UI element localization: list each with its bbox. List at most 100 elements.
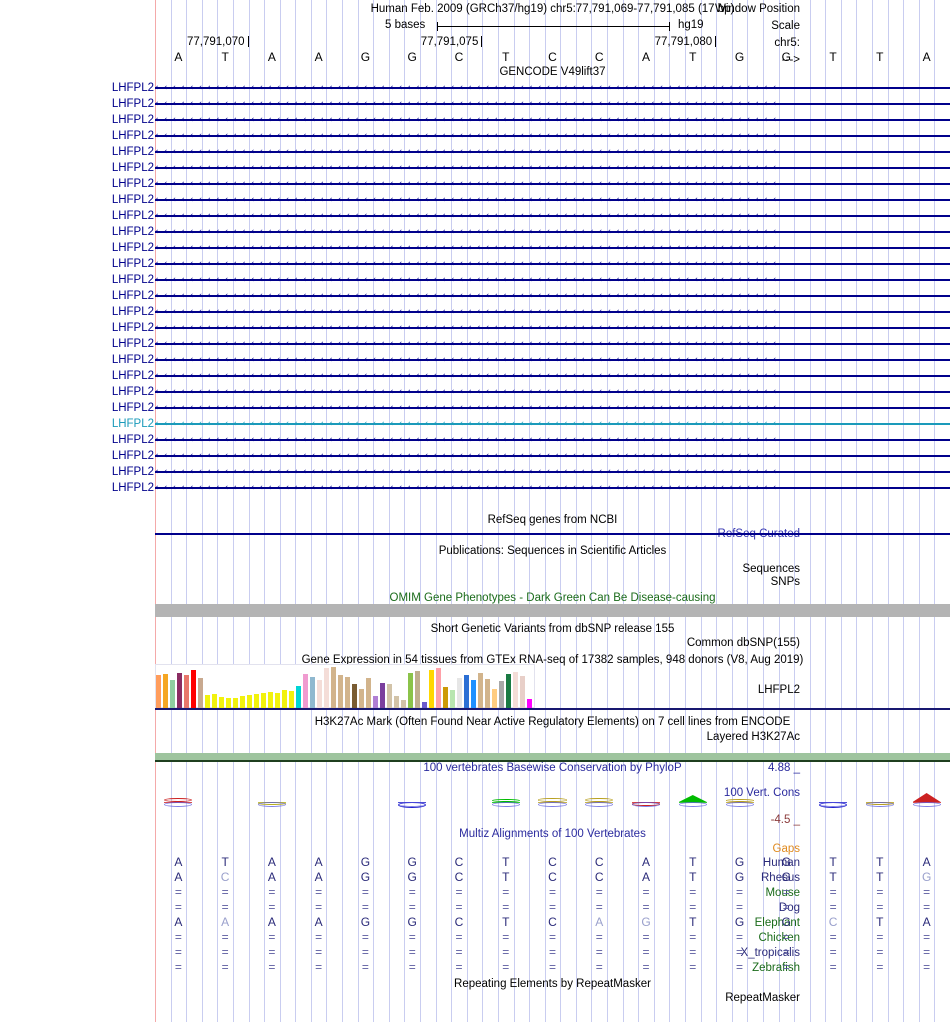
gencode-transcript-row[interactable]: ‹‹‹‹‹‹‹‹‹‹‹‹‹‹‹‹‹‹‹‹‹‹‹‹‹‹‹‹‹‹‹‹‹‹‹‹‹‹‹‹… xyxy=(112,352,950,368)
gtex-tissue-bar[interactable] xyxy=(470,680,477,708)
gaps-label[interactable]: Gaps xyxy=(772,843,801,855)
gtex-tissue-bar[interactable] xyxy=(456,678,463,708)
gtex-tissue-bar[interactable] xyxy=(218,697,225,708)
gtex-tissue-bar[interactable] xyxy=(386,684,393,708)
gencode-transcript-row[interactable]: ‹‹‹‹‹‹‹‹‹‹‹‹‹‹‹‹‹‹‹‹‹‹‹‹‹‹‹‹‹‹‹‹‹‹‹‹‹‹‹‹… xyxy=(112,288,950,304)
multiz-species-label[interactable]: Elephant xyxy=(754,917,800,929)
multiz-species-label[interactable]: Rhesus xyxy=(761,872,800,884)
gtex-tissue-bar[interactable] xyxy=(295,686,302,708)
gtex-tissue-bar[interactable] xyxy=(351,684,358,708)
gencode-gene-label[interactable]: LHFPL2 xyxy=(111,322,154,334)
gencode-gene-label[interactable]: LHFPL2 xyxy=(111,194,154,206)
gtex-tissue-bar[interactable] xyxy=(197,678,204,708)
gencode-transcript-row[interactable]: ‹‹‹‹‹‹‹‹‹‹‹‹‹‹‹‹‹‹‹‹‹‹‹‹‹‹‹‹‹‹‹‹‹‹‹‹‹‹‹‹… xyxy=(112,480,950,496)
gtex-tissue-bar[interactable] xyxy=(225,698,232,708)
gencode-gene-label[interactable]: LHFPL2 xyxy=(111,370,154,382)
gtex-tissue-bar[interactable] xyxy=(316,680,323,708)
phylop-score-glyph[interactable] xyxy=(912,793,941,802)
gtex-tissue-bar[interactable] xyxy=(232,698,239,708)
gencode-gene-label[interactable]: LHFPL2 xyxy=(111,274,154,286)
multiz-species-label[interactable]: Human xyxy=(762,857,800,869)
gtex-tissue-bar[interactable] xyxy=(491,689,498,708)
gencode-transcript-row[interactable]: ‹‹‹‹‹‹‹‹‹‹‹‹‹‹‹‹‹‹‹‹‹‹‹‹‹‹‹‹‹‹‹‹‹‹‹‹‹‹‹‹… xyxy=(112,448,950,464)
gtex-tissue-bar[interactable] xyxy=(274,693,281,708)
gtex-tissue-bar[interactable] xyxy=(344,677,351,708)
gencode-gene-label[interactable]: LHFPL2 xyxy=(111,210,154,222)
gencode-gene-label[interactable]: LHFPL2 xyxy=(111,226,154,238)
gencode-gene-label[interactable]: LHFPL2 xyxy=(111,162,154,174)
gtex-tissue-bar[interactable] xyxy=(428,670,435,708)
gencode-transcript-row[interactable]: ‹‹‹‹‹‹‹‹‹‹‹‹‹‹‹‹‹‹‹‹‹‹‹‹‹‹‹‹‹‹‹‹‹‹‹‹‹‹‹‹… xyxy=(112,128,950,144)
snps-label[interactable]: SNPs xyxy=(770,576,800,588)
multiz-species-label[interactable]: Mouse xyxy=(765,887,800,899)
gtex-tissue-bar[interactable] xyxy=(505,674,512,708)
gtex-tissue-bar[interactable] xyxy=(260,693,267,708)
h3k27ac-signal-band[interactable] xyxy=(155,753,950,760)
gencode-transcript-row[interactable]: ‹‹‹‹‹‹‹‹‹‹‹‹‹‹‹‹‹‹‹‹‹‹‹‹‹‹‹‹‹‹‹‹‹‹‹‹‹‹‹‹… xyxy=(112,192,950,208)
gencode-transcript-row[interactable]: ‹‹‹‹‹‹‹‹‹‹‹‹‹‹‹‹‹‹‹‹‹‹‹‹‹‹‹‹‹‹‹‹‹‹‹‹‹‹‹‹… xyxy=(112,96,950,112)
multiz-species-label[interactable]: Chicken xyxy=(758,932,800,944)
gtex-tissue-bar[interactable] xyxy=(463,675,470,708)
gtex-tissue-bar[interactable] xyxy=(519,676,526,708)
gtex-tissue-bar[interactable] xyxy=(442,687,449,708)
gencode-transcript-row[interactable]: ‹‹‹‹‹‹‹‹‹‹‹‹‹‹‹‹‹‹‹‹‹‹‹‹‹‹‹‹‹‹‹‹‹‹‹‹‹‹‹‹… xyxy=(112,400,950,416)
gtex-tissue-bar[interactable] xyxy=(190,670,197,708)
gencode-gene-label[interactable]: LHFPL2 xyxy=(111,338,154,350)
gtex-tissue-bar[interactable] xyxy=(477,673,484,708)
gtex-gene-label[interactable]: LHFPL2 xyxy=(757,684,800,696)
gencode-gene-label[interactable]: LHFPL2 xyxy=(111,290,154,302)
gtex-tissue-bar[interactable] xyxy=(246,695,253,708)
gencode-transcript-row[interactable]: ‹‹‹‹‹‹‹‹‹‹‹‹‹‹‹‹‹‹‹‹‹‹‹‹‹‹‹‹‹‹‹‹‹‹‹‹‹‹‹‹… xyxy=(112,320,950,336)
gencode-gene-label[interactable]: LHFPL2 xyxy=(111,258,154,270)
gtex-tissue-bar[interactable] xyxy=(183,675,190,708)
gtex-tissue-bar[interactable] xyxy=(330,667,337,708)
sequences-label[interactable]: Sequences xyxy=(742,563,800,575)
omim-gene-bar[interactable] xyxy=(155,604,950,617)
gtex-tissue-bar[interactable] xyxy=(162,674,169,708)
gtex-expression-barchart[interactable] xyxy=(155,666,950,708)
gtex-tissue-bar[interactable] xyxy=(372,696,379,708)
gtex-tissue-bar[interactable] xyxy=(253,694,260,708)
gtex-tissue-bar[interactable] xyxy=(449,690,456,708)
gtex-tissue-bar[interactable] xyxy=(365,678,372,708)
gtex-tissue-bar[interactable] xyxy=(281,690,288,708)
gencode-transcript-row[interactable]: ‹‹‹‹‹‹‹‹‹‹‹‹‹‹‹‹‹‹‹‹‹‹‹‹‹‹‹‹‹‹‹‹‹‹‹‹‹‹‹‹… xyxy=(112,416,950,432)
gencode-gene-label[interactable]: LHFPL2 xyxy=(111,402,154,414)
phylop-score-glyph[interactable] xyxy=(678,795,707,802)
repeatmasker-label[interactable]: RepeatMasker xyxy=(725,992,800,1004)
gtex-tissue-bar[interactable] xyxy=(393,696,400,708)
phylop-conservation-plot[interactable] xyxy=(155,780,950,824)
gtex-tissue-bar[interactable] xyxy=(267,692,274,708)
multiz-species-label[interactable]: Dog xyxy=(778,902,800,914)
gencode-transcript-row[interactable]: ‹‹‹‹‹‹‹‹‹‹‹‹‹‹‹‹‹‹‹‹‹‹‹‹‹‹‹‹‹‹‹‹‹‹‹‹‹‹‹‹… xyxy=(112,224,950,240)
gtex-tissue-bar[interactable] xyxy=(155,675,162,708)
gencode-transcript-row[interactable]: ‹‹‹‹‹‹‹‹‹‹‹‹‹‹‹‹‹‹‹‹‹‹‹‹‹‹‹‹‹‹‹‹‹‹‹‹‹‹‹‹… xyxy=(112,464,950,480)
gtex-tissue-bar[interactable] xyxy=(484,679,491,708)
gencode-transcript-row[interactable]: ‹‹‹‹‹‹‹‹‹‹‹‹‹‹‹‹‹‹‹‹‹‹‹‹‹‹‹‹‹‹‹‹‹‹‹‹‹‹‹‹… xyxy=(112,208,950,224)
gencode-gene-label[interactable]: LHFPL2 xyxy=(111,386,154,398)
gtex-tissue-bar[interactable] xyxy=(498,681,505,708)
gencode-gene-label[interactable]: LHFPL2 xyxy=(111,306,154,318)
multiz-species-label[interactable]: Zebrafish xyxy=(752,962,800,974)
gencode-gene-label[interactable]: LHFPL2 xyxy=(111,146,154,158)
gtex-tissue-bar[interactable] xyxy=(239,696,246,708)
gtex-tissue-bar[interactable] xyxy=(204,695,211,708)
gtex-tissue-bar[interactable] xyxy=(309,677,316,708)
gtex-tissue-bar[interactable] xyxy=(337,675,344,708)
gencode-gene-label[interactable]: LHFPL2 xyxy=(111,482,154,494)
common-dbsnp-label[interactable]: Common dbSNP(155) xyxy=(686,637,800,649)
gtex-tissue-bar[interactable] xyxy=(379,683,386,708)
gencode-gene-label[interactable]: LHFPL2 xyxy=(111,450,154,462)
gencode-transcript-row[interactable]: ‹‹‹‹‹‹‹‹‹‹‹‹‹‹‹‹‹‹‹‹‹‹‹‹‹‹‹‹‹‹‹‹‹‹‹‹‹‹‹‹… xyxy=(112,384,950,400)
gtex-tissue-bar[interactable] xyxy=(211,694,218,708)
gencode-transcript-row[interactable]: ‹‹‹‹‹‹‹‹‹‹‹‹‹‹‹‹‹‹‹‹‹‹‹‹‹‹‹‹‹‹‹‹‹‹‹‹‹‹‹‹… xyxy=(112,144,950,160)
gencode-gene-label[interactable]: LHFPL2 xyxy=(111,434,154,446)
gencode-transcript-row[interactable]: ‹‹‹‹‹‹‹‹‹‹‹‹‹‹‹‹‹‹‹‹‹‹‹‹‹‹‹‹‹‹‹‹‹‹‹‹‹‹‹‹… xyxy=(112,160,950,176)
gencode-transcript-row[interactable]: ‹‹‹‹‹‹‹‹‹‹‹‹‹‹‹‹‹‹‹‹‹‹‹‹‹‹‹‹‹‹‹‹‹‹‹‹‹‹‹‹… xyxy=(112,240,950,256)
gtex-tissue-bar[interactable] xyxy=(169,680,176,708)
gencode-gene-label[interactable]: LHFPL2 xyxy=(111,114,154,126)
layered-h3k27ac-label[interactable]: Layered H3K27Ac xyxy=(706,731,800,743)
gencode-transcript-row[interactable]: ‹‹‹‹‹‹‹‹‹‹‹‹‹‹‹‹‹‹‹‹‹‹‹‹‹‹‹‹‹‹‹‹‹‹‹‹‹‹‹‹… xyxy=(112,80,950,96)
gtex-tissue-bar[interactable] xyxy=(323,668,330,708)
multiz-species-label[interactable]: X_tropicalis xyxy=(740,947,800,959)
